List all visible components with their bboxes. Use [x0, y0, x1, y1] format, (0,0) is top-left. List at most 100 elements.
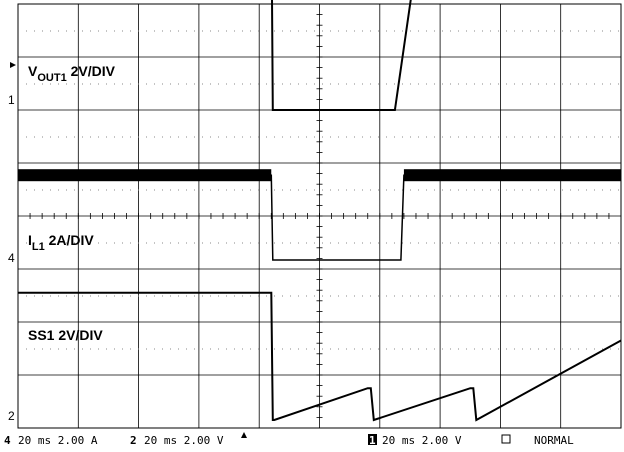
grid-dot [234, 348, 235, 350]
grid-dot [386, 242, 387, 244]
grid-dot [338, 189, 339, 191]
grid-dot [538, 348, 539, 350]
status-ch2-num: 2 [130, 434, 137, 447]
grid-dot [114, 295, 115, 297]
grid-dot [290, 136, 291, 138]
grid-dot [586, 30, 587, 32]
grid-dot [266, 30, 267, 32]
grid-dot [362, 30, 363, 32]
grid-dot [402, 83, 403, 85]
grid-dot [58, 83, 59, 85]
grid-dot [170, 30, 171, 32]
grid-dot [282, 136, 283, 138]
grid-dot [330, 83, 331, 85]
grid-dot [538, 83, 539, 85]
grid-dot [194, 83, 195, 85]
grid-dot [386, 189, 387, 191]
grid-dot [378, 30, 379, 32]
grid-dot [202, 30, 203, 32]
grid-dot [282, 189, 283, 191]
grid-dot [242, 348, 243, 350]
ripple-band [18, 169, 272, 182]
vout1-label: VOUT1 2V/DIV [28, 63, 116, 84]
vout1-label-main: V [28, 63, 38, 79]
grid-dot [218, 30, 219, 32]
grid-dot [58, 189, 59, 191]
grid-dot [554, 242, 555, 244]
grid-dot [234, 136, 235, 138]
grid-dot [138, 295, 139, 297]
grid-dot [514, 30, 515, 32]
grid-dot [514, 83, 515, 85]
grid-dot [466, 30, 467, 32]
grid-dot [602, 136, 603, 138]
grid-dot [418, 83, 419, 85]
status-ch1-num: 1 [369, 434, 376, 447]
grid-dot [330, 136, 331, 138]
grid-dot [146, 83, 147, 85]
grid-dot [234, 30, 235, 32]
grid-dot [450, 83, 451, 85]
grid-dot [618, 136, 619, 138]
grid-dot [210, 295, 211, 297]
grid-dot [338, 242, 339, 244]
grid-dot [482, 136, 483, 138]
grid-dot [562, 242, 563, 244]
grid-dot [362, 189, 363, 191]
grid-dot [434, 348, 435, 350]
grid-dot [210, 189, 211, 191]
grid-dot [154, 136, 155, 138]
grid-dot [50, 136, 51, 138]
grid-dot [546, 348, 547, 350]
grid-dot [218, 136, 219, 138]
grid-dot [130, 136, 131, 138]
grid-dot [202, 348, 203, 350]
grid-dot [562, 295, 563, 297]
grid-dot [314, 189, 315, 191]
grid-dot [202, 189, 203, 191]
grid-dot [514, 242, 515, 244]
grid-dot [362, 136, 363, 138]
grid-dot [498, 295, 499, 297]
grid-dot [530, 242, 531, 244]
grid-dot [154, 83, 155, 85]
grid-dot [98, 348, 99, 350]
grid-dot [410, 348, 411, 350]
grid-dot [154, 189, 155, 191]
grid-dot [90, 242, 91, 244]
status-ch4-num: 4 [4, 434, 11, 447]
grid-dot [34, 83, 35, 85]
grid-dot [298, 295, 299, 297]
grid-dot [306, 348, 307, 350]
grid-dot [210, 30, 211, 32]
grid-dot [618, 242, 619, 244]
grid-dot [346, 348, 347, 350]
grid-dot [410, 136, 411, 138]
grid-dot [218, 189, 219, 191]
grid-dot [50, 295, 51, 297]
grid-dot [58, 136, 59, 138]
grid-dot [258, 83, 259, 85]
grid-dot [578, 136, 579, 138]
grid-dot [434, 189, 435, 191]
grid-dot [98, 189, 99, 191]
grid-dot [466, 295, 467, 297]
grid-dot [370, 348, 371, 350]
grid-dot [434, 242, 435, 244]
grid-dot [234, 242, 235, 244]
grid-dot [538, 136, 539, 138]
grid-dot [386, 136, 387, 138]
trace-ch1 [271, 0, 412, 111]
grid-dot [538, 189, 539, 191]
grid-dot [130, 242, 131, 244]
grid-dot [450, 136, 451, 138]
grid-dot [26, 83, 27, 85]
grid-dot [498, 30, 499, 32]
grid-dot [394, 348, 395, 350]
grid-dot [274, 30, 275, 32]
grid-dot [66, 348, 67, 350]
grid-dot [82, 30, 83, 32]
vout1-label-rest: 2V/DIV [67, 63, 116, 79]
grid-dot [266, 348, 267, 350]
grid-dot [330, 242, 331, 244]
